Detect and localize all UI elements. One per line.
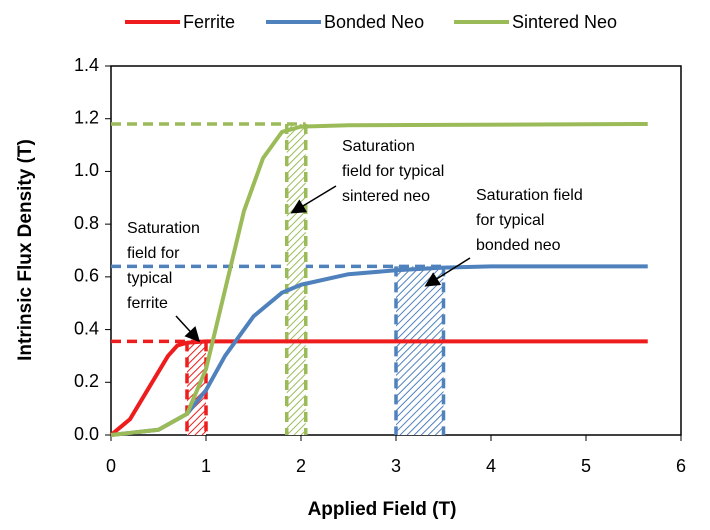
annotation: bonded neo — [476, 237, 561, 254]
y-tick-label: 1.4 — [74, 55, 99, 75]
annotation: typical — [127, 270, 172, 287]
x-tick-label: 1 — [201, 456, 211, 476]
x-tick-label: 6 — [676, 456, 686, 476]
y-tick-label: 1.0 — [74, 160, 99, 180]
y-axis-label: Intrinsic Flux Density (T) — [15, 139, 36, 361]
annotation-arrow — [290, 185, 337, 214]
x-tick-label: 0 — [106, 456, 116, 476]
annotation: ferrite — [127, 295, 168, 312]
legend-label: Bonded Neo — [324, 12, 424, 32]
annotation: Saturation — [127, 220, 200, 237]
annotation-arrow — [175, 315, 201, 343]
y-tick-label: 0.2 — [74, 371, 99, 391]
y-tick-label: 0.6 — [74, 266, 99, 286]
x-tick-label: 3 — [391, 456, 401, 476]
annotation: Saturation — [342, 138, 415, 155]
saturation-band — [396, 266, 444, 435]
annotation: Saturation field — [476, 187, 583, 204]
x-tick-label: 2 — [296, 456, 306, 476]
y-tick-label: 0.4 — [74, 318, 99, 338]
annotation: field for — [127, 245, 180, 262]
annotation: sintered neo — [342, 188, 430, 205]
y-tick-label: 0.8 — [74, 213, 99, 233]
y-tick-label: 0.0 — [74, 424, 99, 444]
annotation-arrow — [424, 257, 471, 287]
x-axis-label: Applied Field (T) — [308, 499, 457, 520]
legend-label: Sintered Neo — [512, 12, 617, 32]
saturation-band — [286, 123, 306, 435]
x-tick-label: 5 — [581, 456, 591, 476]
annotation: field for typical — [342, 163, 444, 180]
series-line — [110, 121, 648, 437]
legend-label: Ferrite — [183, 12, 235, 32]
y-tick-label: 1.2 — [74, 107, 99, 127]
x-tick-label: 4 — [486, 456, 496, 476]
annotation: for typical — [476, 212, 544, 229]
